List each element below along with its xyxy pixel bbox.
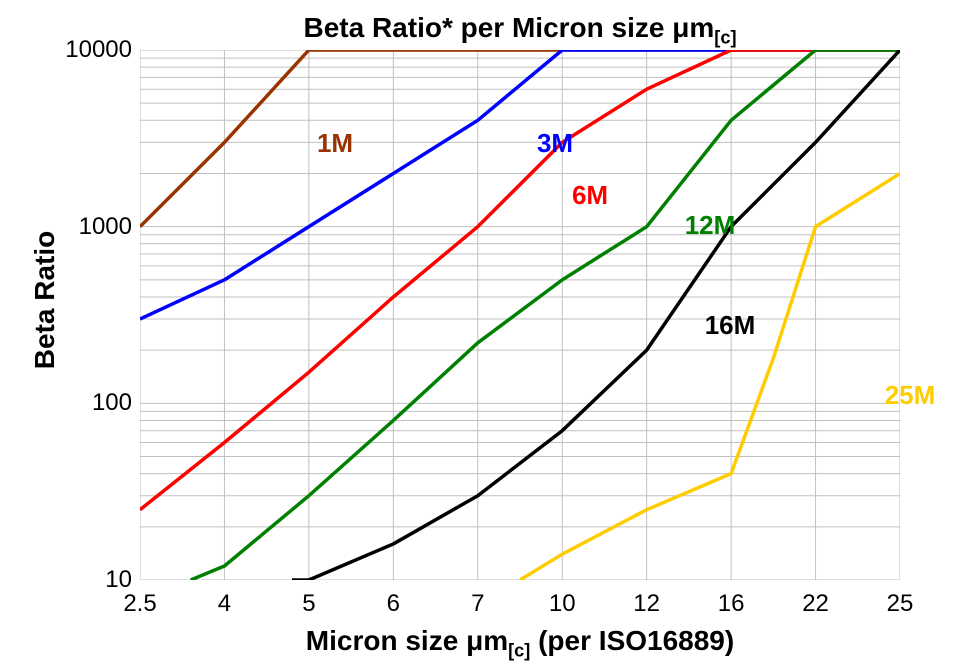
x-axis-title-symbol: μm (466, 625, 508, 656)
x-tick-label: 6 (387, 590, 400, 618)
chart-title-symbol: μm (672, 12, 714, 43)
series-label-1M: 1M (317, 128, 353, 159)
x-axis-title-suffix: (per ISO16889) (530, 625, 734, 656)
chart-title: Beta Ratio* per Micron size μm[c] (303, 12, 736, 49)
y-axis-title-text: Beta Ratio (29, 231, 60, 369)
x-axis-title: Micron size μm[c] (per ISO16889) (306, 625, 734, 662)
x-axis-title-prefix: Micron size (306, 625, 466, 656)
series-label-16M: 16M (705, 310, 756, 341)
chart-container: Beta Ratio Beta Ratio* per Micron size μ… (0, 0, 966, 662)
series-label-3M: 3M (537, 128, 573, 159)
plot-area (140, 50, 900, 580)
y-tick-label: 10000 (65, 36, 132, 64)
x-tick-label: 25 (887, 590, 914, 618)
chart-title-sub: [c] (714, 28, 736, 48)
x-tick-label: 22 (802, 590, 829, 618)
series-line-16M (292, 50, 900, 580)
y-tick-label: 100 (92, 389, 132, 417)
x-tick-label: 16 (718, 590, 745, 618)
series-label-6M: 6M (572, 180, 608, 211)
x-tick-label: 7 (471, 590, 484, 618)
x-tick-label: 5 (302, 590, 315, 618)
y-tick-label: 1000 (79, 213, 132, 241)
x-tick-label: 10 (549, 590, 576, 618)
x-tick-label: 4 (218, 590, 231, 618)
series-label-25M: 25M (885, 380, 936, 411)
y-axis-title: Beta Ratio (29, 231, 61, 369)
series-label-12M: 12M (685, 210, 736, 241)
x-tick-label: 2.5 (123, 590, 156, 618)
chart-title-prefix: Beta Ratio* per Micron size (303, 12, 672, 43)
x-axis-title-sub: [c] (508, 641, 530, 661)
x-tick-label: 12 (633, 590, 660, 618)
